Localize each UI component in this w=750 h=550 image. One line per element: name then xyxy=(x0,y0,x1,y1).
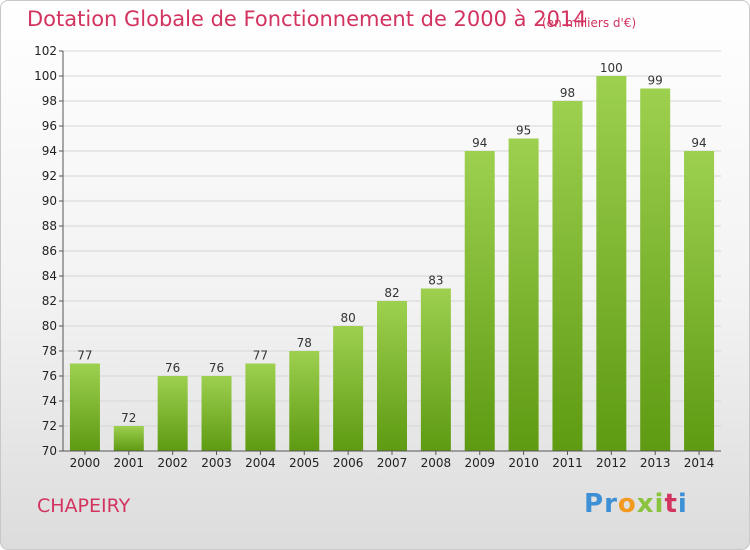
commune-name: CHAPEIRY xyxy=(37,495,131,517)
bar-2002 xyxy=(157,376,188,451)
x-tick-label-2009: 2009 xyxy=(464,456,495,470)
bar-2010 xyxy=(508,138,539,451)
x-tick-label-2003: 2003 xyxy=(201,456,232,470)
y-tick-label: 76 xyxy=(42,369,57,383)
axes xyxy=(59,50,721,455)
unit-note: (en milliers d'€) xyxy=(542,16,637,30)
y-tick-label: 70 xyxy=(42,444,57,458)
logo-letter: r xyxy=(604,489,618,519)
value-label-2007: 82 xyxy=(384,286,399,300)
chart-title: Dotation Globale de Fonctionnement de 20… xyxy=(27,7,587,31)
x-tick-label-2002: 2002 xyxy=(157,456,188,470)
x-tick-label-2005: 2005 xyxy=(289,456,320,470)
bar-2003 xyxy=(201,376,232,451)
value-label-2000: 77 xyxy=(77,349,92,363)
logo-letter: t xyxy=(664,489,678,519)
bar-2013 xyxy=(640,88,671,451)
y-tick-label: 94 xyxy=(42,144,57,158)
logo-letter: o xyxy=(617,489,637,519)
value-label-2012: 100 xyxy=(600,61,623,75)
x-tick-label-2013: 2013 xyxy=(640,456,671,470)
labels: 70 72 74 76 78 80 82 84 86 88 90 92 94 96 98 100 102 77 20… xyxy=(34,44,714,470)
bar-2007 xyxy=(377,301,407,451)
y-tick-label: 100 xyxy=(34,69,57,83)
x-tick-label-2004: 2004 xyxy=(245,456,276,470)
x-tick-label-2011: 2011 xyxy=(552,456,583,470)
value-label-2010: 95 xyxy=(516,124,531,138)
value-label-2006: 80 xyxy=(340,311,355,325)
logo-letter: i xyxy=(677,489,688,519)
bar-2009 xyxy=(464,151,495,451)
bar-2005 xyxy=(289,351,320,451)
value-label-2011: 98 xyxy=(560,86,575,100)
y-tick-label: 96 xyxy=(42,119,57,133)
value-label-2008: 83 xyxy=(428,274,443,288)
y-tick-label: 82 xyxy=(42,294,57,308)
value-label-2004: 77 xyxy=(253,349,268,363)
value-label-2009: 94 xyxy=(472,136,487,150)
x-tick-label-2007: 2007 xyxy=(377,456,408,470)
value-label-2013: 99 xyxy=(648,74,663,88)
y-tick-label: 102 xyxy=(34,44,57,58)
value-label-2002: 76 xyxy=(165,361,180,375)
x-tick-label-2006: 2006 xyxy=(333,456,364,470)
x-tick-label-2008: 2008 xyxy=(421,456,452,470)
bar-2006 xyxy=(333,326,364,451)
y-tick-label: 90 xyxy=(42,194,57,208)
bar-2008 xyxy=(420,288,451,451)
x-tick-label-2012: 2012 xyxy=(596,456,627,470)
y-tick-label: 92 xyxy=(42,169,57,183)
x-tick-label-2000: 2000 xyxy=(70,456,101,470)
y-tick-label: 84 xyxy=(42,269,57,283)
bar-2014 xyxy=(684,151,715,451)
bar-2000 xyxy=(69,363,100,451)
y-tick-label: 80 xyxy=(42,319,57,333)
value-label-2014: 94 xyxy=(691,136,706,150)
y-tick-label: 72 xyxy=(42,419,57,433)
bar-2011 xyxy=(552,101,583,451)
x-tick-label-2010: 2010 xyxy=(508,456,539,470)
value-label-2003: 76 xyxy=(209,361,224,375)
bar-2012 xyxy=(596,76,627,451)
y-tick-label: 74 xyxy=(42,394,57,408)
proxiti-logo: Proxiti xyxy=(584,489,688,519)
bar-2001 xyxy=(113,426,144,451)
y-tick-label: 88 xyxy=(42,219,57,233)
logo-letter: P xyxy=(584,489,605,519)
bars xyxy=(69,76,715,451)
logo-letter: i xyxy=(654,489,665,519)
y-tick-label: 98 xyxy=(42,94,57,108)
value-label-2001: 72 xyxy=(121,411,136,425)
bar-2004 xyxy=(245,363,276,451)
x-tick-label-2014: 2014 xyxy=(684,456,715,470)
logo-letter: x xyxy=(636,489,655,519)
y-tick-label: 86 xyxy=(42,244,57,258)
value-label-2005: 78 xyxy=(297,336,312,350)
x-tick-label-2001: 2001 xyxy=(114,456,145,470)
y-tick-label: 78 xyxy=(42,344,57,358)
